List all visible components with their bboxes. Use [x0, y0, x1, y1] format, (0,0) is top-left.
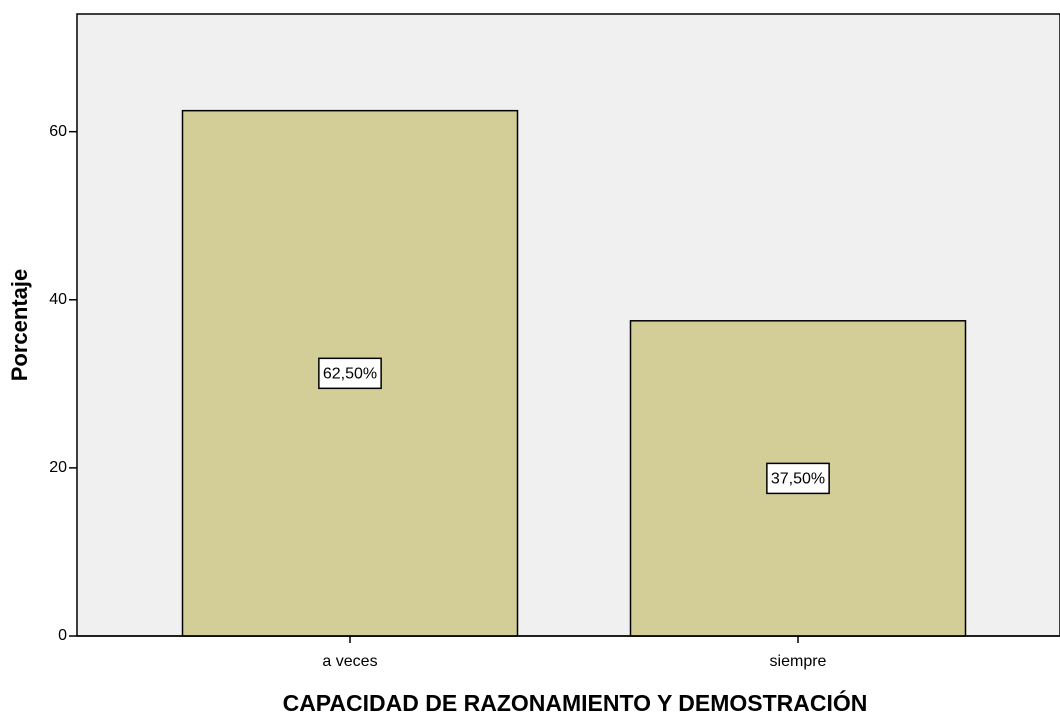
y-tick-label: 60	[49, 123, 67, 140]
x-tick-label: a veces	[322, 653, 377, 670]
y-tick-label: 40	[49, 291, 67, 308]
value-label-box	[318, 357, 382, 390]
x-tick-label: siempre	[770, 653, 827, 670]
x-axis-title: CAPACIDAD DE RAZONAMIENTO Y DEMOSTRACIÓN	[283, 689, 868, 716]
value-label: 37,50%	[771, 471, 825, 488]
value-label-box	[766, 462, 830, 495]
y-tick-label: 20	[49, 459, 67, 476]
value-label: 62,50%	[323, 366, 377, 383]
y-axis-title: Porcentaje	[7, 269, 32, 382]
bar	[181, 109, 519, 637]
y-tick-label: 0	[58, 627, 67, 644]
